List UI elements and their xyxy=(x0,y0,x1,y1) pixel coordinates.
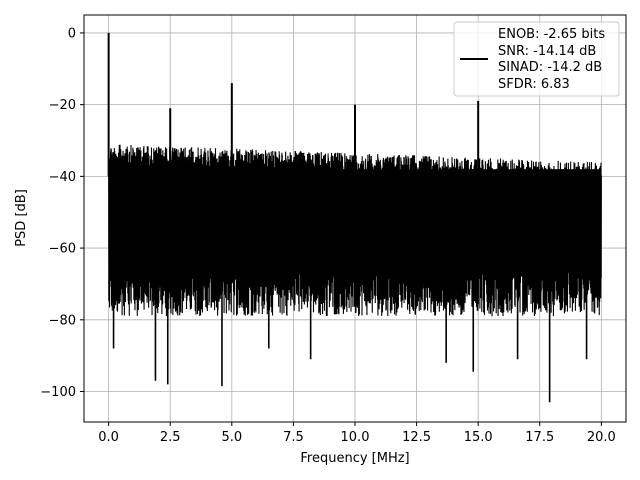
legend-snr: SNR: -14.14 dB xyxy=(498,44,596,59)
x-tick-label: 5.0 xyxy=(221,430,242,445)
y-tick-label: −60 xyxy=(49,242,76,257)
legend-enob: ENOB: -2.65 bits xyxy=(498,27,605,42)
x-axis-label: Frequency [MHz] xyxy=(300,451,409,466)
x-tick-label: 12.5 xyxy=(402,430,431,445)
psd-noise-band xyxy=(108,169,602,270)
x-tick-label: 20.0 xyxy=(587,430,616,445)
y-tick-label: −80 xyxy=(49,313,76,328)
x-tick-label: 15.0 xyxy=(464,430,493,445)
legend-sfdr: SFDR: 6.83 xyxy=(498,77,570,92)
y-tick-label: −40 xyxy=(49,170,76,185)
y-tick-label: −20 xyxy=(49,98,76,113)
x-tick-label: 2.5 xyxy=(160,430,181,445)
y-tick-label: 0 xyxy=(68,26,76,41)
y-axis-label: PSD [dB] xyxy=(14,189,29,247)
x-tick-label: 0.0 xyxy=(98,430,119,445)
legend: ENOB: -2.65 bits SNR: -14.14 dB SINAD: -… xyxy=(453,21,620,97)
x-tick-label: 7.5 xyxy=(283,430,304,445)
y-tick-label: −100 xyxy=(40,385,76,400)
x-tick-label: 10.0 xyxy=(341,430,370,445)
legend-box xyxy=(453,21,620,97)
legend-sinad: SINAD: -14.2 dB xyxy=(498,60,602,75)
x-tick-label: 17.5 xyxy=(525,430,554,445)
psd-series xyxy=(107,32,602,403)
ticks: 0.0 2.5 5.0 7.5 10.0 12.5 15.0 17.5 20.0 0 −20 −40 −… xyxy=(40,26,616,445)
